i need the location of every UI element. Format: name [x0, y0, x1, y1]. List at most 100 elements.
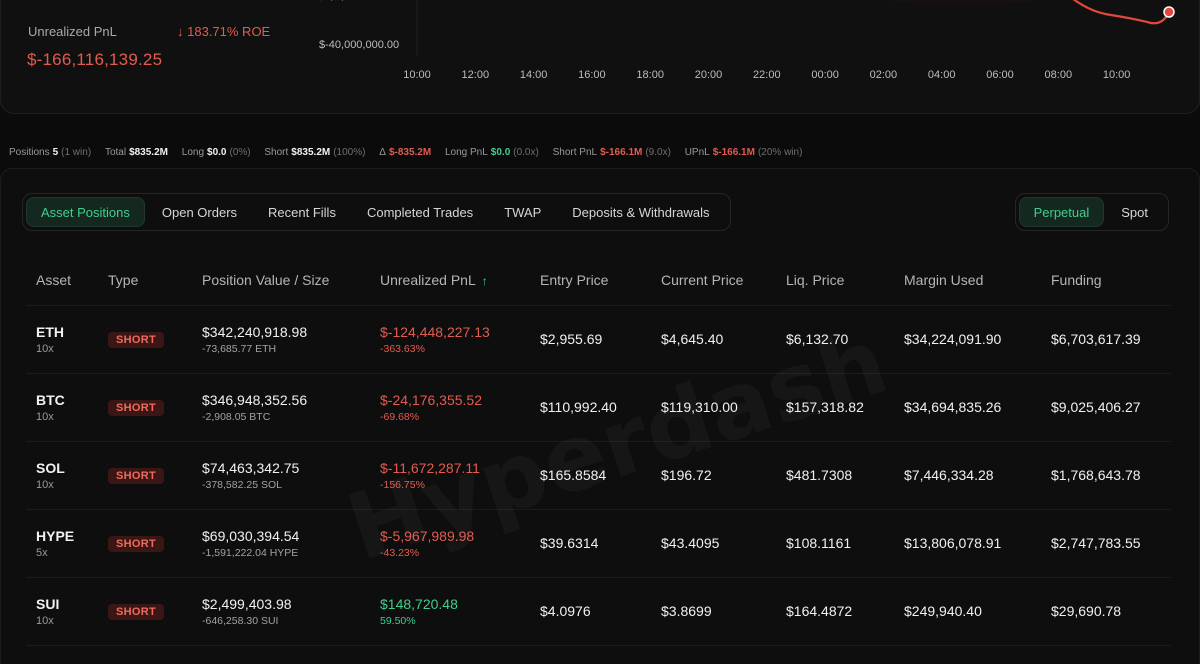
position-type-badge: SHORT: [108, 332, 164, 348]
funding: $29,690.78: [1041, 577, 1171, 646]
leverage: 10x: [36, 410, 54, 423]
table-row[interactable]: SUI 10x SHORT $2,499,403.98 -646,258.30 SU…: [26, 577, 1171, 646]
tab-deposits-withdrawals[interactable]: Deposits & Withdrawals: [572, 204, 710, 220]
position-value: $69,030,394.54: [202, 527, 300, 544]
current-price: $43.4095: [651, 509, 776, 578]
margin-used: $34,694,835.26: [894, 373, 1041, 442]
position-value: $2,499,403.98: [202, 595, 292, 612]
tab-asset-positions[interactable]: Asset Positions: [26, 197, 145, 227]
asset-cell: SUI 10x: [26, 577, 98, 646]
asset-symbol[interactable]: HYPE: [36, 527, 75, 544]
tab-twap[interactable]: TWAP: [504, 204, 542, 220]
position-type-badge: SHORT: [108, 468, 164, 484]
y-tick-top: $-(...): [319, 0, 345, 1]
table-row[interactable]: ETH 10x SHORT $342,240,918.98 -73,685.77 E…: [26, 305, 1171, 374]
col-current-price[interactable]: Current Price: [651, 255, 776, 306]
asset-cell: HYPE 5x: [26, 509, 98, 578]
asset-cell: BTC 10x: [26, 373, 98, 442]
sort-ascending-icon[interactable]: ↑: [481, 273, 488, 288]
arrow-down-icon: ↓: [177, 24, 184, 39]
type-cell: SHORT: [98, 509, 192, 578]
margin-used: $34,224,091.90: [894, 305, 1041, 374]
x-tick-label: 10:00: [403, 69, 431, 81]
stat-positions: Positions 5 (1 win): [9, 147, 92, 158]
col-type[interactable]: Type: [98, 255, 192, 306]
current-price: $196.72: [651, 441, 776, 510]
asset-cell: ETH 10x: [26, 305, 98, 374]
tab-open-orders[interactable]: Open Orders: [161, 204, 238, 220]
unrealized-pnl: $-11,672,287.11: [380, 459, 480, 476]
value-cell: $69,030,394.54 -1,591,222.04 HYPE: [192, 509, 370, 578]
col-margin-used[interactable]: Margin Used: [894, 255, 1041, 306]
margin-used: $13,806,078.91: [894, 509, 1041, 578]
position-value: $346,948,352.56: [202, 391, 308, 408]
type-cell: SHORT: [98, 305, 192, 374]
table-row[interactable]: HYPE 5x SHORT $69,030,394.54 -1,591,222.04…: [26, 509, 1171, 578]
pnl-cell: $-11,672,287.11 -156.75%: [370, 441, 530, 510]
asset-symbol[interactable]: SOL: [36, 459, 65, 476]
section-tabs: Asset Positions Open Orders Recent Fills…: [22, 193, 731, 231]
table-row[interactable]: BTC 10x SHORT $346,948,352.56 -2,908.05 BT…: [26, 373, 1171, 442]
funding: $1,768,643.78: [1041, 441, 1171, 510]
margin-used: $249,940.40: [894, 577, 1041, 646]
unrealized-pnl-percent: -363.63%: [380, 342, 425, 355]
stat-short-pnl: Short PnL $-166.1M (9.0x): [552, 147, 671, 158]
current-price: $4,645.40: [651, 305, 776, 374]
col-funding[interactable]: Funding: [1041, 255, 1171, 306]
tab-recent-fills[interactable]: Recent Fills: [268, 204, 336, 220]
position-type-badge: SHORT: [108, 536, 164, 552]
x-tick-label: 02:00: [869, 69, 898, 81]
unrealized-pnl-percent: 59.50%: [380, 614, 416, 627]
funding: $6,703,617.39: [1041, 305, 1171, 374]
col-position-value[interactable]: Position Value / Size: [192, 255, 370, 306]
entry-price: $4.0976: [530, 577, 651, 646]
leverage: 10x: [36, 342, 54, 355]
stat-total: Total $835.2M: [104, 147, 168, 158]
pnl-area: [888, 0, 1032, 6]
table-row[interactable]: SOL 10x SHORT $74,463,342.75 -378,582.25 S…: [26, 441, 1171, 510]
x-tick-label: 14:00: [519, 69, 548, 81]
entry-price: $165.8584: [530, 441, 651, 510]
col-unrealized-pnl[interactable]: Unrealized PnL ↑: [370, 255, 530, 306]
x-tick-label: 08:00: [1044, 69, 1073, 81]
col-asset[interactable]: Asset: [26, 255, 98, 306]
unrealized-pnl-value: $-166,116,139.25: [27, 50, 163, 69]
col-entry-price[interactable]: Entry Price: [530, 255, 651, 306]
tab-perpetual[interactable]: Perpetual: [1018, 197, 1105, 227]
x-tick-label: 06:00: [986, 69, 1014, 81]
liq-price: $6,132.70: [776, 305, 894, 374]
unrealized-pnl: $-124,448,227.13: [380, 323, 490, 340]
col-liq-price[interactable]: Liq. Price: [776, 255, 894, 306]
position-size: -378,582.25 SOL: [202, 478, 282, 491]
asset-symbol[interactable]: ETH: [36, 323, 64, 340]
leverage: 10x: [36, 614, 54, 627]
stat-delta: Δ $-835.2M: [379, 147, 432, 158]
x-tick-label: 12:00: [461, 69, 490, 81]
asset-symbol[interactable]: SUI: [36, 595, 60, 612]
value-cell: $342,240,918.98 -73,685.77 ETH: [192, 305, 370, 374]
position-value: $74,463,342.75: [202, 459, 300, 476]
funding: $2,747,783.55: [1041, 509, 1171, 578]
funding: $9,025,406.27: [1041, 373, 1171, 442]
pnl-current-point[interactable]: [1163, 6, 1175, 18]
asset-symbol[interactable]: BTC: [36, 391, 65, 408]
unrealized-pnl-percent: -156.75%: [380, 478, 425, 491]
pnl-cell: $-24,176,355.52 -69.68%: [370, 373, 530, 442]
positions-panel: Asset Positions Open Orders Recent Fills…: [0, 168, 1200, 664]
pnl-summary-card: Unrealized PnL ↓ 183.71% ROE $-166,116,1…: [0, 0, 1200, 114]
positions-table: Asset Type Position Value / Size Unreali…: [26, 255, 1171, 646]
stat-upnl: UPnL $-166.1M (20% win): [684, 147, 803, 158]
x-tick-label: 18:00: [636, 69, 664, 81]
position-size: -646,258.30 SUI: [202, 614, 279, 627]
market-type-tabs: Perpetual Spot: [1014, 193, 1169, 231]
position-size: -2,908.05 BTC: [202, 410, 271, 423]
entry-price: $110,992.40: [530, 373, 651, 442]
leverage: 10x: [36, 478, 54, 491]
stat-long: Long $0.0 (0%): [181, 147, 251, 158]
tab-completed-trades[interactable]: Completed Trades: [366, 204, 474, 220]
unrealized-pnl-percent: -43.23%: [380, 546, 420, 559]
tab-spot[interactable]: Spot: [1121, 204, 1148, 220]
position-type-badge: SHORT: [108, 400, 164, 416]
unrealized-pnl: $-24,176,355.52: [380, 391, 482, 408]
pnl-chart[interactable]: $-(...) $-40,000,000.00 10:0012:0014:001…: [301, 0, 1199, 113]
